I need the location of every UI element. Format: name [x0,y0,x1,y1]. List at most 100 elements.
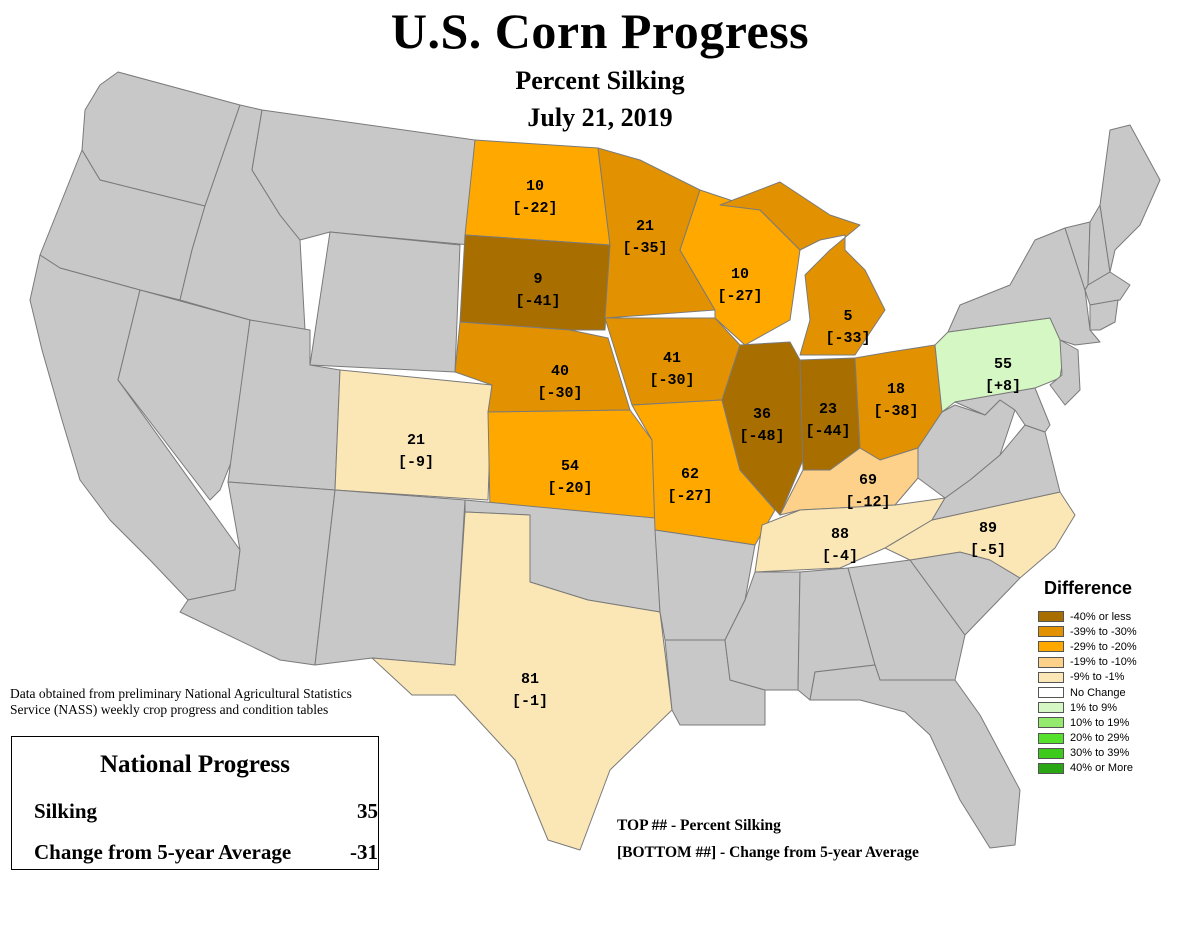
legend-item: 20% to 29% [1038,731,1178,746]
legend-swatch [1038,611,1064,623]
state-wy [309,231,461,373]
state-pct-label-tn: 88 [831,526,849,543]
map-subtitle: Percent Silking [515,66,685,95]
legend-swatch [1038,641,1064,653]
legend-label: 30% to 39% [1070,747,1130,760]
legend: Difference -40% or less -39% to -30% -29% … [1038,578,1178,776]
legend-label: -29% to -20% [1070,640,1137,653]
legend-swatch [1038,732,1064,744]
legend-label: -39% to -30% [1070,625,1137,638]
state-diff-label-pa: [+8] [985,378,1021,395]
state-pct-label-mi: 5 [843,308,852,325]
state-pct-label-nd: 10 [526,178,544,195]
state-pct-label-mo: 62 [681,466,699,483]
state-ct [1089,299,1119,331]
legend-label: 40% or More [1070,762,1133,775]
national-progress-title: National Progress [99,751,291,778]
state-pct-label-wi: 10 [731,266,749,283]
state-fl [809,664,1021,849]
key-bottom-line: [BOTTOM ##] - Change from 5-year Average [617,844,919,861]
state-pct-label-il: 36 [753,406,771,423]
state-il [721,341,804,516]
state-co [334,369,493,501]
legend-swatch [1038,626,1064,638]
state-diff-label-ky: [-12] [845,494,890,511]
state-pct-label-in: 23 [819,401,837,418]
legend-item: 10% to 19% [1038,715,1178,730]
state-nm [314,489,466,666]
state-ms [724,571,801,691]
legend-swatch [1038,762,1064,774]
state-pct-label-pa: 55 [994,356,1012,373]
state-diff-label-sd: [-41] [515,293,560,310]
state-diff-label-mo: [-27] [667,488,712,505]
state-diff-label-wi: [-27] [717,288,762,305]
legend-title: Difference [1044,578,1133,598]
legend-item: 1% to 9% [1038,700,1178,715]
state-pct-label-ky: 69 [859,472,877,489]
legend-swatch [1038,656,1064,668]
state-sd [459,234,611,331]
legend-item: No Change [1038,685,1178,700]
legend-label: -40% or less [1070,610,1132,623]
legend-swatch [1038,687,1064,699]
state-ny [947,227,1101,346]
silking-label: Silking [34,799,98,823]
legend-item: 30% to 39% [1038,746,1178,761]
state-pct-label-tx: 81 [521,671,539,688]
map-title: U.S. Corn Progress [390,3,810,59]
legend-label: -19% to -10% [1070,656,1137,669]
state-md [954,387,1051,433]
state-diff-label-nc: [-5] [970,542,1006,559]
state-diff-label-ia: [-30] [649,372,694,389]
change-label: Change from 5-year Average [34,840,292,864]
legend-label: No Change [1070,686,1126,699]
source-note: Data obtained from preliminary National … [10,686,352,717]
legend-item: 40% or More [1038,761,1178,776]
legend-items: -40% or less -39% to -30% -29% to -20% -19%… [1038,609,1178,776]
legend-item: -40% or less [1038,609,1178,624]
state-diff-label-tn: [-4] [822,548,858,565]
state-diff-label-in: [-44] [805,423,850,440]
state-me [1099,124,1161,273]
state-diff-label-co: [-9] [398,454,434,471]
legend-item: -9% to -1% [1038,670,1178,685]
state-diff-label-ne: [-30] [537,385,582,402]
legend-swatch [1038,747,1064,759]
change-value: -31 [350,840,378,864]
state-pct-label-ia: 41 [663,350,681,367]
state-pct-label-ks: 54 [561,458,579,475]
state-pct-label-nc: 89 [979,520,997,537]
state-diff-label-mi: [-33] [825,330,870,347]
legend-item: -29% to -20% [1038,639,1178,654]
state-mi [719,181,886,356]
legend-swatch [1038,702,1064,714]
state-nj [1049,339,1081,406]
label-key: TOP ## - Percent Silking [BOTTOM ##] - C… [617,812,919,866]
national-progress-box: National Progress Silking 35 Change from… [11,736,379,870]
legend-label: -9% to -1% [1070,671,1125,684]
state-diff-label-nd: [-22] [512,200,557,217]
state-diff-label-mn: [-35] [622,240,667,257]
legend-item: -39% to -30% [1038,624,1178,639]
silking-value: 35 [357,799,378,823]
state-tx [371,511,673,851]
state-pct-label-oh: 18 [887,381,905,398]
legend-item: -19% to -10% [1038,655,1178,670]
state-diff-label-tx: [-1] [512,693,548,710]
state-pct-label-co: 21 [407,432,425,449]
legend-label: 1% to 9% [1070,701,1118,714]
key-top-line: TOP ## - Percent Silking [617,817,781,834]
legend-swatch [1038,671,1064,683]
state-diff-label-oh: [-38] [873,403,918,420]
state-pct-label-mn: 21 [636,218,654,235]
legend-label: 10% to 19% [1070,716,1130,729]
legend-label: 20% to 29% [1070,732,1130,745]
state-diff-label-ks: [-20] [547,480,592,497]
legend-swatch [1038,717,1064,729]
map-date: July 21, 2019 [527,103,673,132]
state-pct-label-ne: 40 [551,363,569,380]
state-diff-label-il: [-48] [739,428,784,445]
